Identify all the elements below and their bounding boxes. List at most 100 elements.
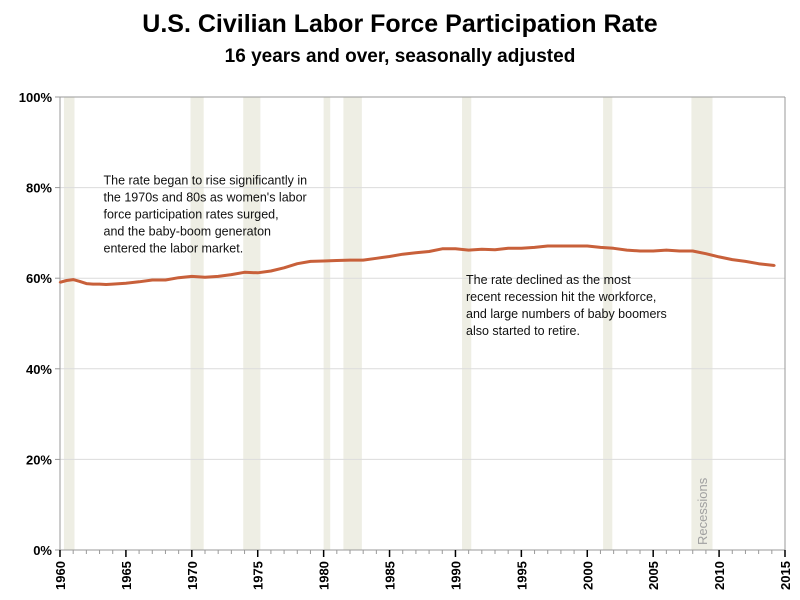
data-point — [441, 247, 444, 250]
data-point — [256, 271, 259, 274]
data-point — [427, 250, 431, 253]
data-point — [282, 266, 286, 269]
x-tick-label: 2010 — [712, 561, 727, 590]
chart-title: U.S. Civilian Labor Force Participation … — [142, 10, 658, 38]
data-point — [520, 247, 523, 250]
y-tick-label: 80% — [26, 181, 52, 196]
data-point — [335, 259, 339, 262]
recession-band — [243, 97, 261, 550]
data-point — [704, 252, 708, 255]
recession-band — [63, 97, 75, 550]
data-point — [91, 282, 95, 286]
data-point — [348, 258, 352, 262]
data-point — [322, 259, 325, 263]
x-tick-label: 1975 — [251, 561, 266, 590]
annotations: The rate began to rise significantly in t… — [104, 173, 667, 338]
recessions-label: Recessions — [695, 477, 710, 545]
data-point — [71, 278, 75, 281]
annotation: The rate began to rise significantly in t… — [104, 173, 308, 255]
data-point — [506, 247, 510, 250]
data-point — [678, 249, 681, 253]
data-point — [586, 244, 589, 248]
data-point — [651, 249, 655, 253]
data-point — [361, 258, 365, 262]
data-point — [296, 262, 299, 265]
x-tick-label: 1960 — [53, 561, 68, 590]
series-layer — [58, 244, 776, 286]
x-tick-label: 1985 — [383, 561, 398, 590]
data-point — [190, 275, 194, 278]
recession-band — [603, 97, 613, 550]
data-point — [638, 249, 642, 253]
data-point — [243, 271, 246, 274]
recession-band — [343, 97, 362, 550]
x-tick-label: 2000 — [580, 561, 595, 590]
chart-subtitle: 16 years and over, seasonally adjusted — [224, 46, 576, 67]
recession-band — [323, 97, 331, 550]
y-tick-label: 100% — [19, 90, 53, 105]
data-point — [691, 249, 694, 253]
axes: 0% 20% 40% 60% 80% 100% 1960 1965 1970 1975 1980 19… — [19, 90, 793, 590]
x-tick-label: 2015 — [778, 561, 793, 590]
data-point — [164, 278, 167, 282]
x-tick-label: 1980 — [317, 561, 332, 590]
data-point — [309, 260, 312, 263]
data-point — [612, 247, 615, 250]
data-point — [375, 257, 378, 260]
annotation-line: The rate declined as the most — [466, 273, 631, 287]
data-point — [151, 278, 154, 282]
data-point — [717, 255, 721, 259]
data-point — [388, 255, 391, 258]
annotation-line: entered the labor market. — [104, 241, 244, 255]
data-point — [58, 281, 62, 284]
annotation-line: also started to retire. — [466, 324, 580, 338]
x-tick-label: 1995 — [514, 561, 529, 590]
data-point — [203, 276, 207, 279]
data-point — [137, 280, 141, 284]
data-point — [78, 280, 81, 283]
data-point — [559, 244, 563, 248]
recession-band — [691, 97, 713, 550]
data-point — [414, 251, 418, 255]
x-tick-label: 2005 — [646, 561, 661, 590]
data-point — [757, 262, 760, 265]
data-point — [454, 247, 457, 250]
data-point — [480, 248, 484, 251]
data-point — [773, 264, 776, 267]
data-point — [269, 269, 273, 273]
annotation: The rate declined as the most recent rece… — [466, 273, 667, 338]
y-tick-label: 60% — [26, 271, 52, 286]
data-point — [731, 258, 734, 261]
annotation-line: force participation rates surged, — [104, 207, 279, 221]
y-tick-label: 20% — [26, 452, 52, 467]
data-point — [124, 281, 128, 285]
annotation-line: and large numbers of baby boomers — [466, 307, 667, 321]
data-point — [599, 246, 602, 249]
data-point — [546, 244, 549, 248]
data-point — [493, 248, 497, 251]
data-point — [665, 248, 668, 252]
data-point — [85, 282, 88, 285]
y-tick-label: 40% — [26, 362, 52, 377]
y-tick-label: 0% — [33, 543, 52, 558]
x-tick-label: 1965 — [119, 561, 134, 590]
annotation-line: and the baby-boom generaton — [104, 224, 272, 238]
annotation-line: recent recession hit the workforce, — [466, 290, 656, 304]
data-point — [216, 275, 220, 278]
data-point — [467, 248, 470, 252]
annotation-line: the 1970s and 80s as women's labor — [104, 190, 307, 204]
recession-band — [190, 97, 204, 550]
data-point — [744, 260, 747, 263]
data-point — [401, 252, 404, 256]
x-tick-label: 1970 — [185, 561, 200, 590]
data-point — [230, 273, 233, 276]
data-point — [177, 276, 180, 279]
recession-band — [462, 97, 472, 550]
data-point — [65, 279, 68, 282]
recession-bands: Recessions — [63, 97, 713, 550]
data-point — [98, 282, 101, 286]
data-point — [533, 246, 536, 249]
data-point — [625, 248, 629, 252]
annotation-line: The rate began to rise significantly in — [104, 173, 308, 187]
